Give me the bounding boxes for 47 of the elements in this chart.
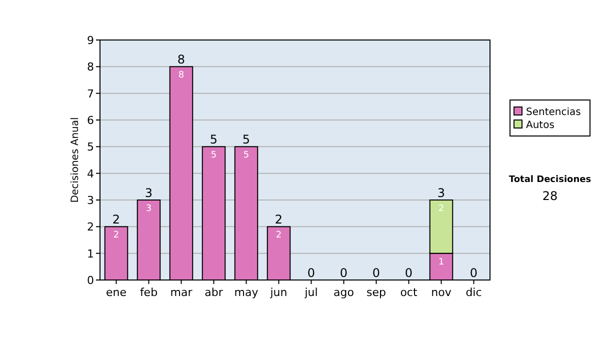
x-tick-label: dic <box>466 286 482 299</box>
legend-label: Autos <box>526 120 554 131</box>
y-tick-label: 5 <box>87 140 94 154</box>
total-label: 5 <box>210 132 218 147</box>
x-tick-label: oct <box>400 286 418 299</box>
y-tick-label: 2 <box>87 220 94 234</box>
legend-label: Sentencias <box>526 107 581 118</box>
data-label: 2 <box>438 204 444 214</box>
x-tick-label: jun <box>269 286 288 299</box>
x-tick-label: ago <box>334 286 354 299</box>
total-label: 8 <box>177 52 186 67</box>
y-tick-label: 8 <box>87 60 94 74</box>
x-tick-label: may <box>234 286 259 299</box>
x-tick-label: mar <box>170 286 193 299</box>
total-label: 5 <box>242 132 250 147</box>
total-label: 0 <box>340 266 348 280</box>
data-label: 5 <box>243 150 250 161</box>
total-label: 2 <box>274 212 283 227</box>
y-axis-title: Decisiones Anual <box>70 117 81 203</box>
total-label: 0 <box>404 266 413 280</box>
total-label: 0 <box>307 266 316 280</box>
y-tick-label: 4 <box>87 167 94 180</box>
data-label: 1 <box>438 257 444 268</box>
total-label: 0 <box>470 266 478 280</box>
x-tick-label: nov <box>431 286 452 299</box>
total-label: 3 <box>437 186 446 200</box>
total-label: 2 <box>112 212 120 227</box>
y-tick-label: 6 <box>87 114 94 127</box>
data-label: 3 <box>146 204 152 214</box>
x-tick-label: jul <box>304 286 318 299</box>
data-label: 5 <box>210 150 217 161</box>
data-label: 2 <box>276 230 282 241</box>
data-label: 8 <box>178 70 184 81</box>
total-label: 0 <box>372 266 380 280</box>
x-tick-label: ene <box>106 286 127 299</box>
y-tick-label: 9 <box>87 34 94 47</box>
x-tick-label: abr <box>204 286 224 299</box>
data-label: 2 <box>113 230 120 241</box>
text: 28 <box>542 189 558 203</box>
total-label: 3 <box>144 186 153 200</box>
y-tick-label: 0 <box>87 274 94 287</box>
y-tick-label: 3 <box>87 194 94 207</box>
x-tick-label: sep <box>366 286 386 299</box>
y-tick-label: 1 <box>87 247 94 260</box>
y-tick-label: 7 <box>87 87 94 100</box>
x-tick-label: feb <box>140 286 158 299</box>
text: Total Decisiones <box>508 175 592 185</box>
